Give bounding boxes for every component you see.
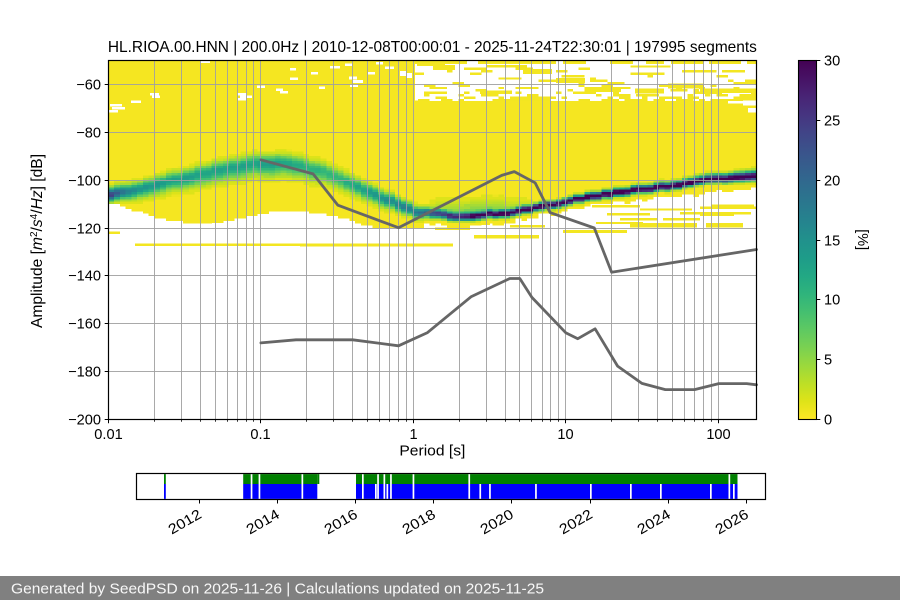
svg-text:−120: −120 bbox=[68, 222, 101, 238]
svg-text:−80: −80 bbox=[76, 126, 101, 142]
svg-text:100: 100 bbox=[706, 427, 730, 443]
svg-text:0: 0 bbox=[824, 413, 832, 429]
svg-text:−180: −180 bbox=[68, 365, 101, 381]
svg-text:Generated by SeedPSD on 2025-1: Generated by SeedPSD on 2025-11-26 | Cal… bbox=[11, 581, 544, 598]
svg-text:−160: −160 bbox=[68, 317, 101, 333]
svg-text:1: 1 bbox=[409, 427, 417, 443]
svg-text:10: 10 bbox=[824, 293, 840, 309]
svg-text:[%]: [%] bbox=[854, 229, 870, 250]
svg-text:Amplitude [m2/s4/Hz] [dB]: Amplitude [m2/s4/Hz] [dB] bbox=[29, 154, 46, 328]
svg-text:−60: −60 bbox=[76, 78, 101, 94]
svg-text:5: 5 bbox=[824, 353, 832, 369]
svg-text:25: 25 bbox=[824, 114, 840, 130]
svg-text:10: 10 bbox=[557, 427, 573, 443]
svg-text:−200: −200 bbox=[68, 413, 101, 429]
svg-text:0.01: 0.01 bbox=[94, 427, 122, 443]
svg-text:−140: −140 bbox=[68, 269, 101, 285]
svg-text:20: 20 bbox=[824, 174, 840, 190]
svg-text:30: 30 bbox=[824, 54, 840, 70]
svg-text:HL.RIOA.00.HNN | 200.0Hz | 201: HL.RIOA.00.HNN | 200.0Hz | 2010-12-08T00… bbox=[108, 38, 757, 56]
svg-text:15: 15 bbox=[824, 234, 840, 250]
svg-text:0.1: 0.1 bbox=[250, 427, 270, 443]
svg-text:Period [s]: Period [s] bbox=[399, 443, 465, 460]
svg-text:−100: −100 bbox=[68, 174, 101, 190]
